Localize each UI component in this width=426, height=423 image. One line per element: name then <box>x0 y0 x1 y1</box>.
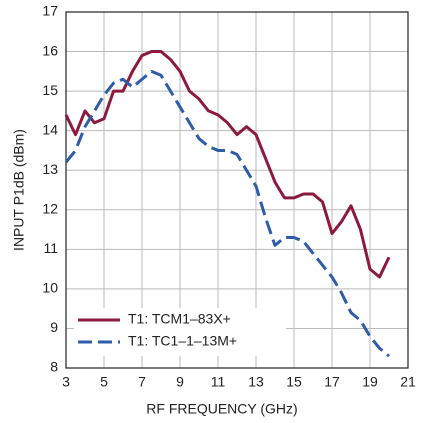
legend-label: T1: TCM1–83X+ <box>128 311 231 327</box>
legend-label: T1: TC1–1–13M+ <box>128 333 237 349</box>
y-tick-label: 12 <box>42 200 58 216</box>
y-tick-label: 11 <box>43 240 58 256</box>
x-tick-label: 5 <box>100 374 108 390</box>
y-tick-label: 10 <box>42 280 58 296</box>
y-tick-label: 16 <box>42 42 58 58</box>
x-tick-label: 15 <box>286 374 302 390</box>
x-tick-label: 7 <box>138 374 146 390</box>
y-tick-label: 14 <box>42 121 58 137</box>
y-tick-label: 15 <box>42 82 58 98</box>
y-tick-label: 17 <box>42 3 58 19</box>
x-axis-label: RF FREQUENCY (GHz) <box>146 401 297 417</box>
y-axis-label: INPUT P1dB (dBm) <box>11 129 27 251</box>
x-tick-label: 3 <box>62 374 70 390</box>
y-tick-label: 13 <box>42 161 58 177</box>
plot-frame <box>65 11 409 369</box>
series-line <box>64 69 390 358</box>
x-tick-label: 13 <box>248 374 264 390</box>
x-tick-label: 17 <box>324 374 340 390</box>
series-line <box>64 50 391 279</box>
x-tick-label: 11 <box>211 374 226 390</box>
x-tick-label: 19 <box>362 374 378 390</box>
legend-box <box>74 308 286 356</box>
x-tick-label: 9 <box>176 374 184 390</box>
y-tick-label: 8 <box>50 359 58 375</box>
y-tick-label: 9 <box>50 319 58 335</box>
x-tick-label: 21 <box>400 374 416 390</box>
